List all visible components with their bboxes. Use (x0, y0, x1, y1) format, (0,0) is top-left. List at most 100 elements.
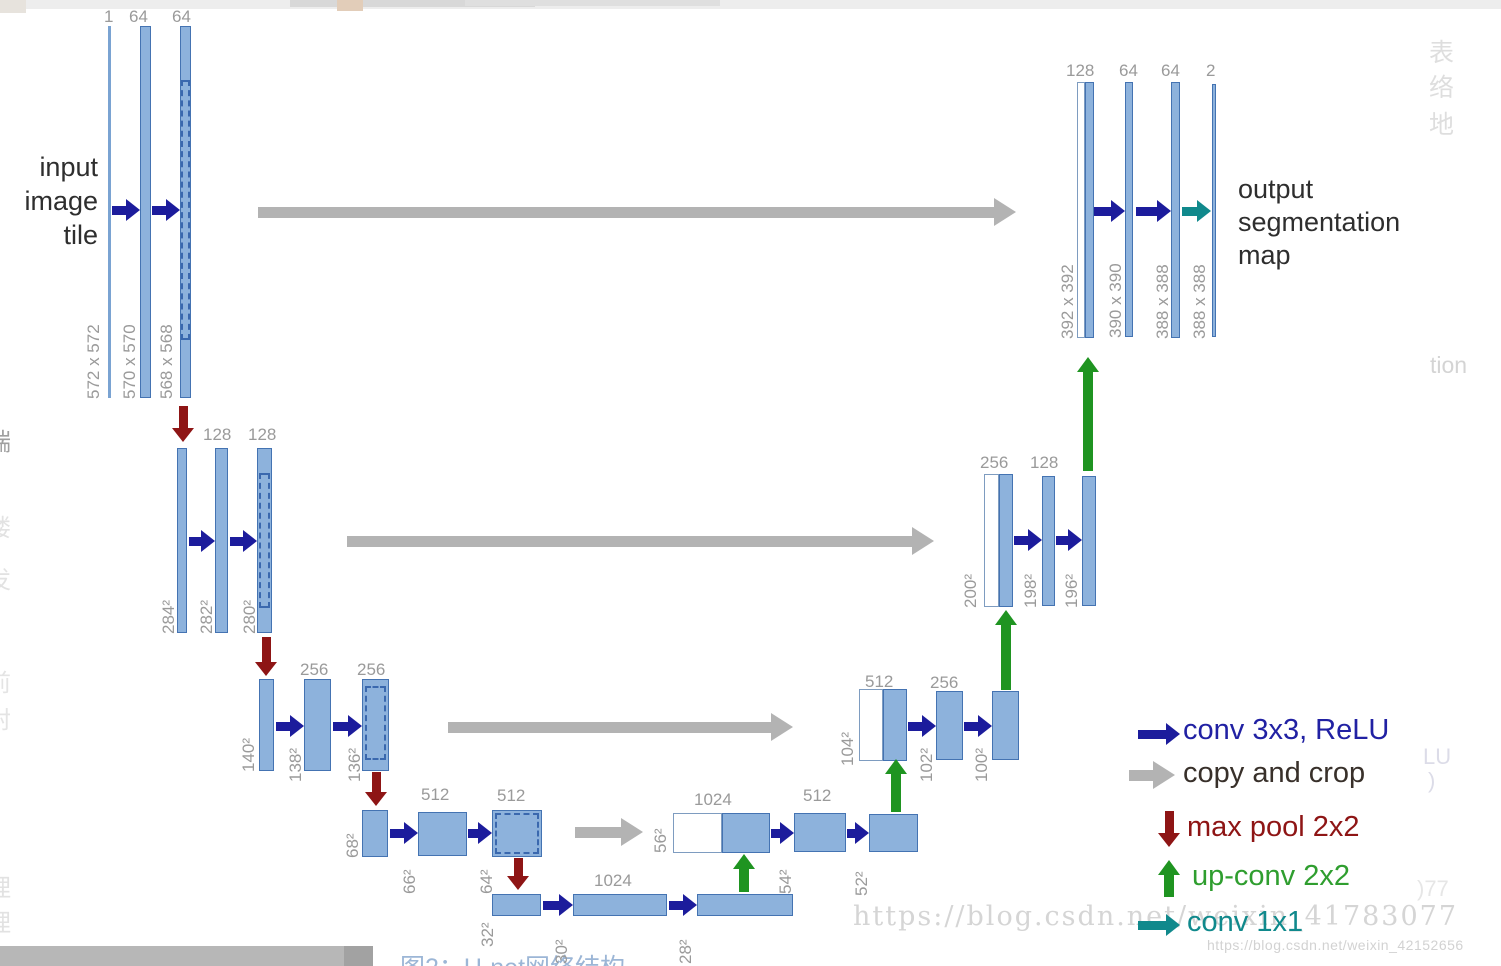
conv3x3-arrow (230, 530, 257, 552)
feature-size-label: 56² (651, 828, 670, 853)
feature-map-copied-block (984, 474, 999, 607)
channel-count-label: 128 (203, 425, 232, 444)
channel-count-label: 1 (104, 7, 114, 26)
channel-count-label: 128 (248, 425, 277, 444)
legend-item-max-pool: max pool 2x2 (1187, 811, 1360, 843)
conv3x3-arrow (1056, 529, 1082, 551)
up-conv-arrow (1158, 860, 1180, 897)
feature-map-bar (180, 26, 191, 398)
left-edge-watermark-fragment: 封 (0, 700, 11, 735)
feature-map-bar (999, 474, 1013, 607)
feature-size-label: 388 x 388 (1153, 264, 1172, 339)
up-conv-arrow (1077, 357, 1099, 471)
feature-size-label: 136² (345, 747, 364, 782)
top-edge-artifact (0, 0, 1501, 9)
conv3x3-arrow (276, 715, 304, 737)
feature-map-bar (108, 26, 111, 398)
feature-map-bar (1171, 82, 1180, 338)
watermark-ghost-lu: LU (1423, 744, 1452, 769)
channel-count-label: 256 (980, 453, 1009, 472)
feature-size-label: 198² (1021, 573, 1040, 608)
feature-size-label: 282² (197, 599, 216, 634)
left-edge-watermark-fragment: 楼 (0, 508, 11, 543)
feature-map-bar (883, 689, 907, 761)
feature-map-bar (1125, 82, 1133, 337)
channel-count-label: 128 (1066, 61, 1095, 80)
top-edge-artifact (465, 0, 720, 6)
conv3x3-arrow (1136, 200, 1171, 222)
conv3x3-arrow (847, 822, 869, 844)
legend-item-conv1x1: conv 1x1 (1187, 906, 1304, 938)
feature-map-bar (869, 814, 918, 852)
feature-map-bar (362, 810, 388, 857)
conv3x3-arrow (333, 715, 362, 737)
channel-count-label: 64 (172, 7, 191, 26)
feature-map-bar (794, 813, 846, 852)
channel-count-label: 256 (930, 673, 959, 692)
channel-count-label: 512 (421, 785, 450, 804)
feature-size-label: 28² (676, 939, 695, 964)
feature-size-label: 138² (286, 747, 305, 782)
feature-map-copied-block (673, 813, 722, 853)
crop-region-outline (181, 80, 190, 340)
feature-map-bar (177, 448, 187, 633)
conv3x3-arrow (543, 894, 573, 916)
scrollbar-thumb-fragment[interactable] (344, 946, 373, 966)
max-pool-arrow (365, 772, 387, 806)
up-conv-arrow (995, 610, 1017, 690)
feature-map-copied-block (859, 689, 883, 761)
channel-count-label: 64 (129, 7, 148, 26)
left-edge-watermark-fragment: 端 (0, 422, 11, 457)
feature-map-bar (1085, 82, 1094, 338)
feature-size-label: 140² (239, 737, 258, 772)
output-label-line3: map (1238, 240, 1291, 270)
feature-size-label: 390 x 390 (1106, 263, 1125, 338)
feature-size-label: 280² (240, 599, 259, 634)
input-image-tile-label: input image tile (8, 150, 98, 252)
feature-size-label: 200² (961, 573, 980, 608)
feature-map-bar (1082, 476, 1096, 606)
scrollbar-fragment[interactable] (0, 946, 373, 966)
watermark-cjk-3: 地 (1429, 111, 1455, 139)
conv3x3-arrow (1138, 723, 1180, 745)
feature-map-bar (1212, 84, 1216, 337)
feature-map-bar (697, 894, 793, 916)
top-edge-artifact (0, 0, 26, 13)
feature-map-bar (492, 810, 542, 857)
channel-count-label: 64 (1119, 61, 1138, 80)
top-edge-artifact (337, 0, 363, 11)
feature-map-bar (722, 813, 770, 853)
feature-size-label: 570 x 570 (120, 324, 139, 399)
output-label-line1: output (1238, 174, 1314, 204)
left-edge-watermark-fragment: 。 (0, 733, 11, 768)
conv1x1-arrow (1138, 914, 1180, 936)
conv1x1-arrow (1182, 200, 1211, 222)
feature-map-bar (304, 679, 331, 771)
channel-count-label: 1024 (594, 871, 632, 890)
channel-count-label: 2 (1206, 61, 1216, 80)
left-edge-watermark-fragment: 理 (0, 903, 11, 938)
conv3x3-arrow (1014, 529, 1042, 551)
crop-region-outline (365, 686, 386, 760)
conv3x3-arrow (112, 199, 140, 221)
feature-size-label: 572 x 572 (84, 324, 103, 399)
max-pool-arrow (172, 406, 194, 442)
feature-map-bar (492, 894, 541, 916)
channel-count-label: 512 (865, 672, 894, 691)
watermark-tion-fragment: tion (1430, 352, 1468, 378)
input-label-line1: input (39, 152, 98, 182)
channel-count-label: 128 (1030, 453, 1059, 472)
feature-size-label: 392 x 392 (1058, 264, 1077, 339)
conv3x3-arrow (390, 822, 418, 844)
feature-map-bar (215, 448, 228, 633)
copy-crop-arrow (575, 818, 643, 846)
output-segmentation-map-label: output segmentation map (1238, 173, 1400, 272)
up-conv-arrow (885, 759, 907, 812)
max-pool-arrow (507, 858, 529, 890)
copy-crop-arrow (347, 527, 934, 555)
up-conv-arrow (733, 854, 755, 892)
max-pool-arrow (255, 637, 277, 676)
conv3x3-arrow (964, 715, 992, 737)
input-label-line2: image (24, 186, 98, 216)
